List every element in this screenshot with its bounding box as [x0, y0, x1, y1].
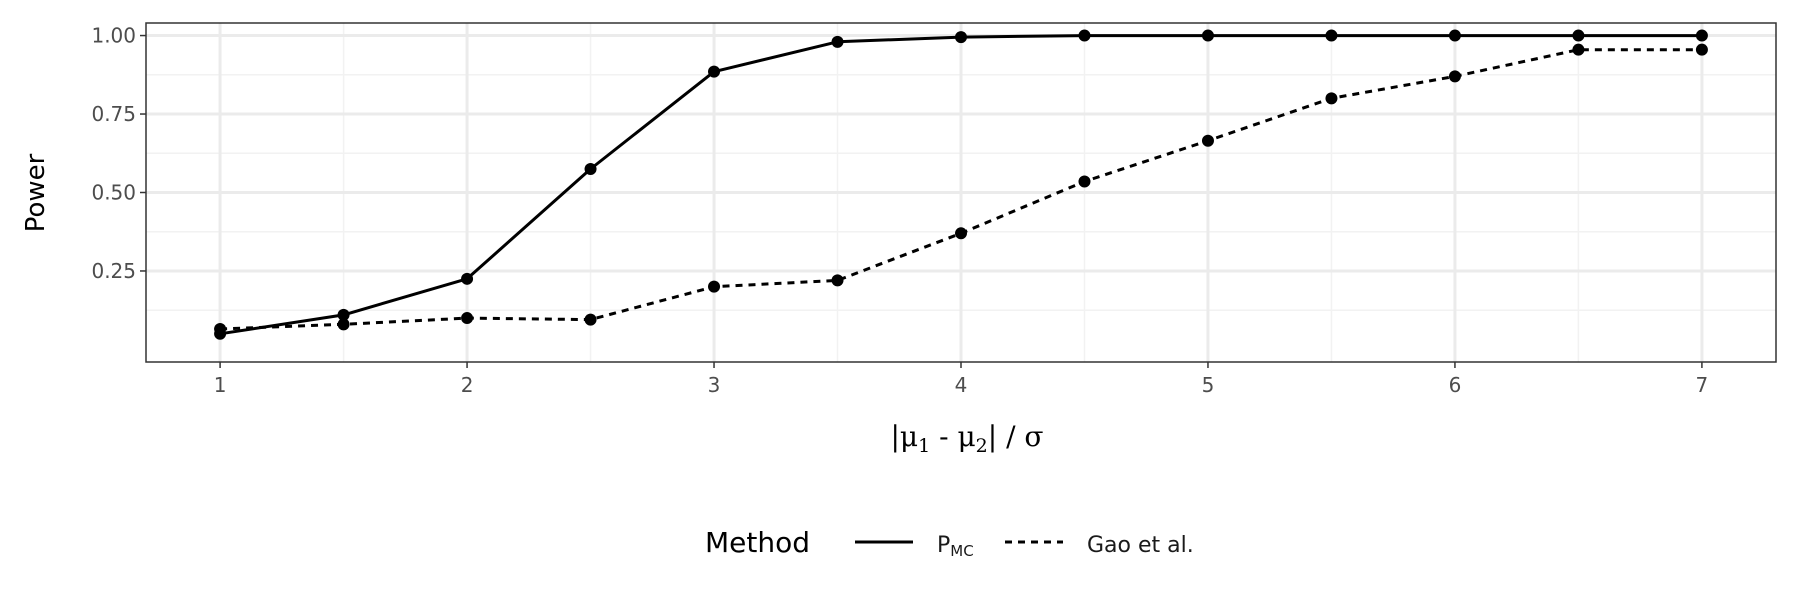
data-point-pmc	[337, 308, 350, 321]
x-tick-label: 2	[461, 373, 474, 397]
y-tick-label: 0.75	[91, 102, 136, 126]
x-axis-title-close: | / σ	[988, 420, 1044, 453]
data-point-gao	[831, 274, 844, 287]
legend-label-pmc-main: P	[937, 533, 950, 558]
x-tick-label: 1	[214, 373, 227, 397]
y-tick-label: 0.25	[91, 259, 136, 283]
data-point-gao	[1695, 43, 1708, 56]
data-point-pmc	[831, 35, 844, 48]
legend-label-pmc: PMC	[937, 533, 974, 560]
x-tick-label: 7	[1696, 373, 1709, 397]
series-layer	[214, 29, 1708, 340]
data-point-pmc	[708, 65, 721, 78]
data-point-pmc	[1572, 29, 1585, 42]
data-point-gao	[461, 312, 474, 325]
x-axis-title-sub1: 1	[918, 435, 930, 457]
x-axis-title: |μ1 - μ2| / σ	[890, 420, 1043, 457]
data-point-gao	[1201, 134, 1214, 147]
data-point-gao	[584, 313, 597, 326]
legend: Method PMC Gao et al.	[705, 526, 1194, 560]
data-point-gao	[1448, 70, 1461, 83]
y-tick-label: 0.50	[91, 181, 136, 205]
axes-layer: 1 2 3 4 5 6 7 0.25 0.50 0.75 1.00	[91, 24, 1708, 397]
x-tick-label: 5	[1202, 373, 1215, 397]
data-point-gao	[955, 227, 967, 240]
data-point-gao	[214, 323, 227, 336]
data-point-gao	[337, 318, 350, 331]
data-point-pmc	[461, 272, 474, 285]
legend-title: Method	[705, 526, 810, 559]
data-point-pmc	[955, 31, 967, 44]
x-tick-label: 4	[955, 373, 968, 397]
x-axis-title-open: |μ	[890, 420, 918, 453]
data-point-pmc	[584, 162, 597, 175]
legend-label-pmc-sub: MC	[950, 542, 973, 560]
data-point-pmc	[1078, 29, 1091, 42]
legend-label-gao: Gao et al.	[1087, 533, 1194, 558]
data-point-gao	[1572, 43, 1585, 56]
x-tick-label: 6	[1449, 373, 1462, 397]
y-tick-label: 1.00	[91, 24, 136, 48]
x-tick-label: 3	[708, 373, 721, 397]
x-axis-title-mid: - μ	[930, 420, 975, 453]
data-point-pmc	[1695, 29, 1708, 42]
x-axis-title-sub2: 2	[976, 435, 988, 457]
y-axis-title: Power	[21, 153, 51, 232]
data-point-gao	[1325, 92, 1338, 105]
data-point-pmc	[1201, 29, 1214, 42]
data-point-pmc	[1325, 29, 1338, 42]
data-point-gao	[1078, 175, 1091, 188]
data-point-gao	[708, 280, 721, 293]
data-point-pmc	[1448, 29, 1461, 42]
grid-lines	[146, 23, 1776, 362]
